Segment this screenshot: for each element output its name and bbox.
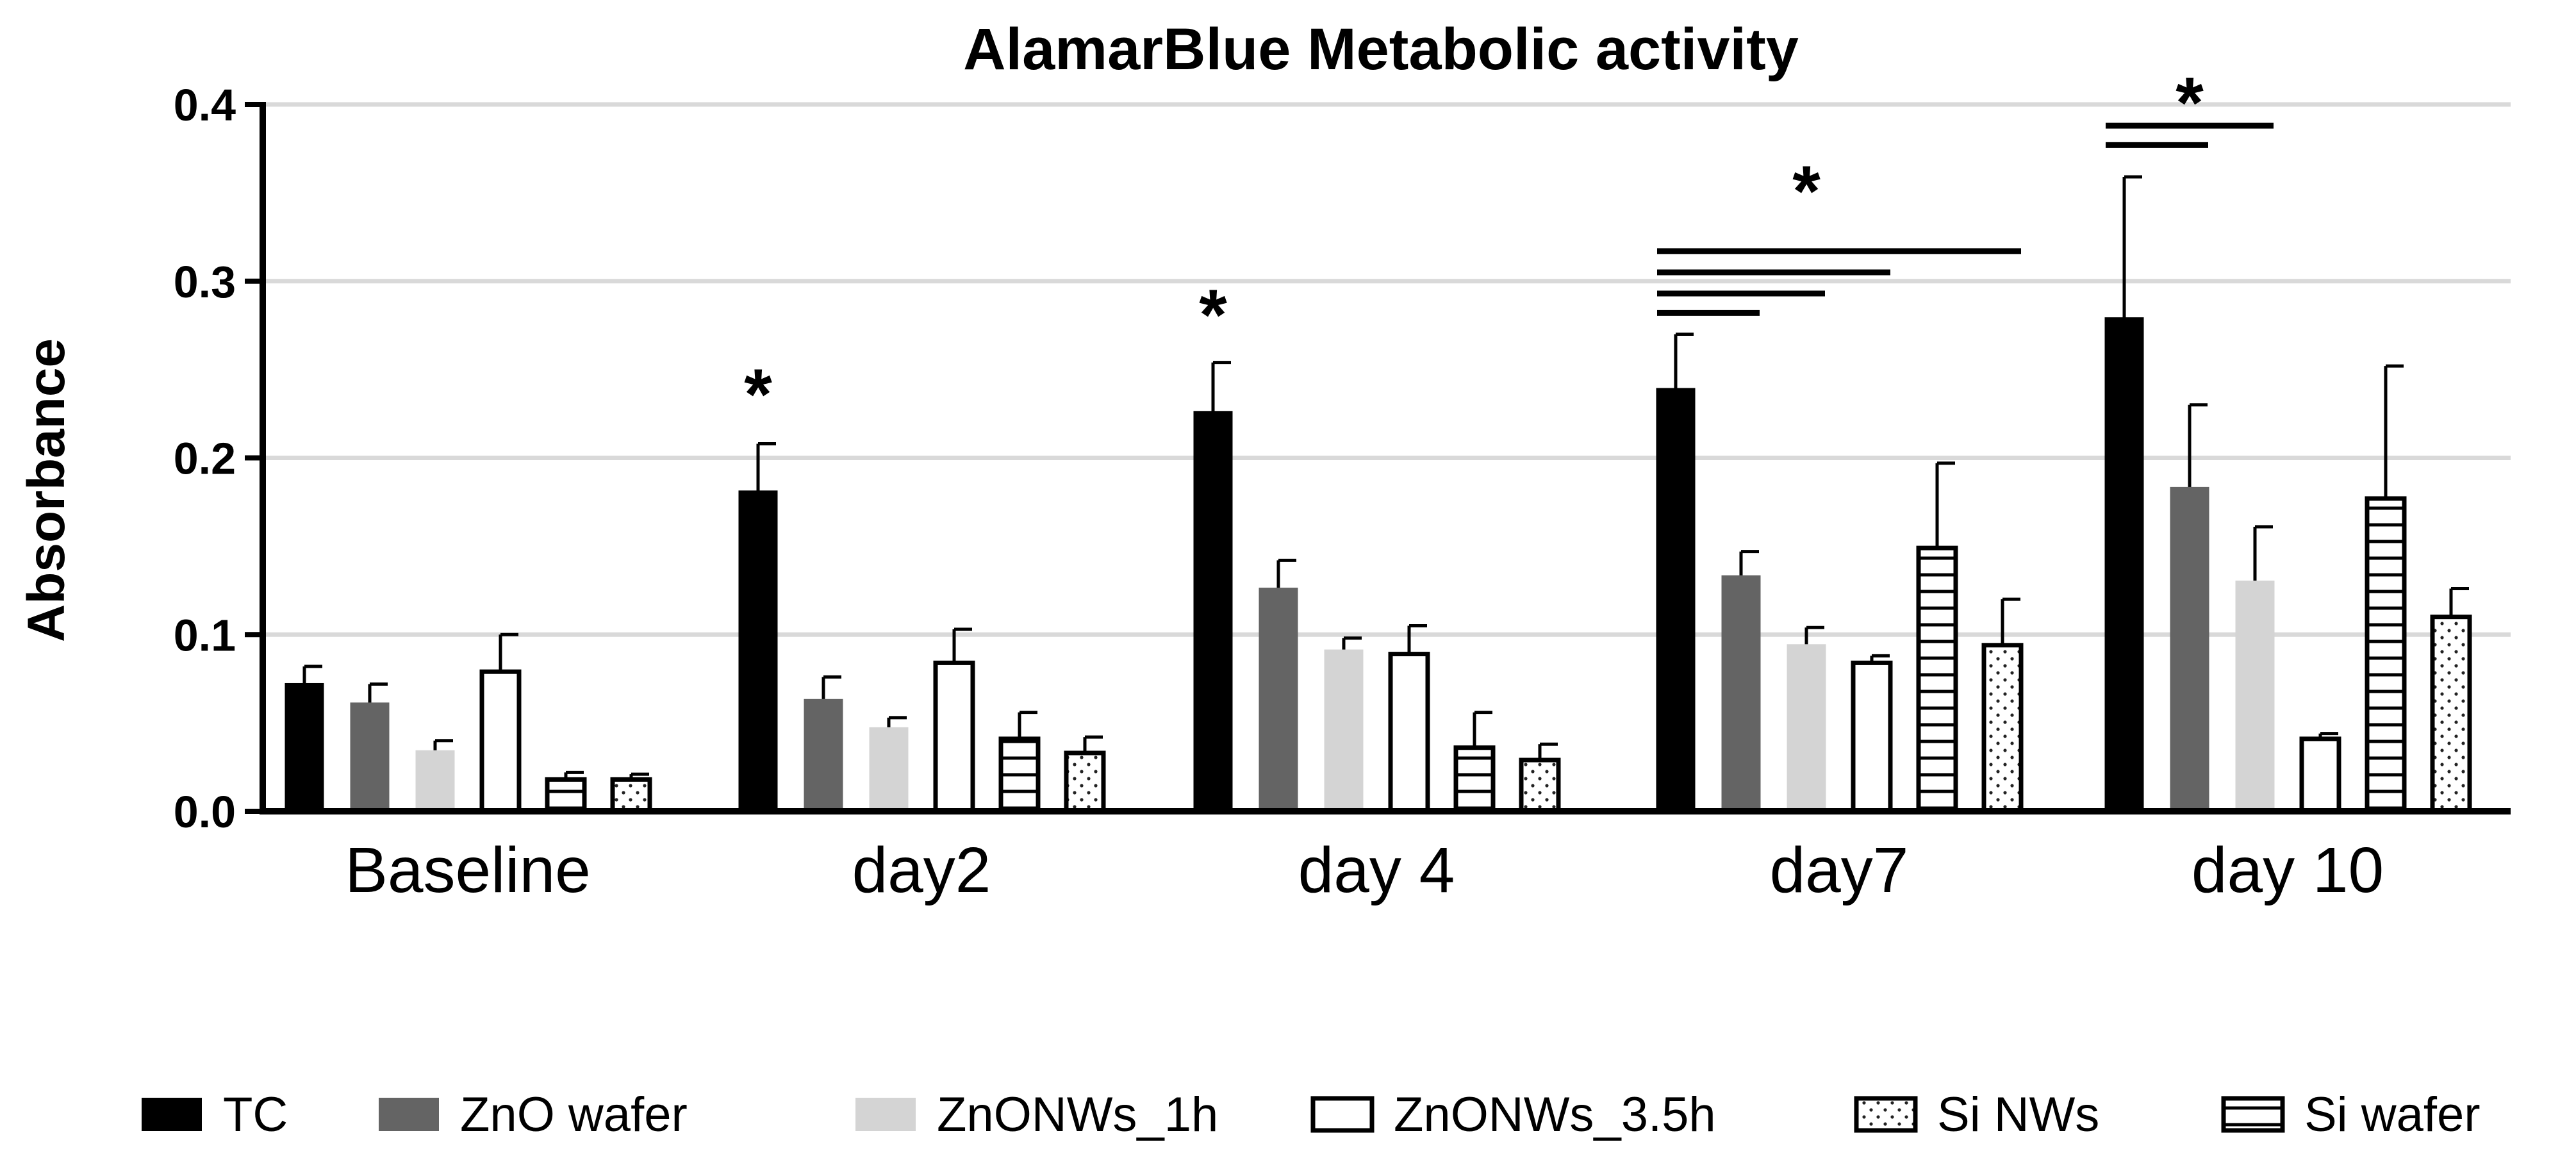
legend-swatch-si-nws [1854, 1096, 1918, 1133]
bar-tc-day-4 [1193, 411, 1233, 813]
bar-znonws-3-5h-day-10 [2299, 736, 2341, 814]
x-tick-label: day 4 [1298, 834, 1455, 906]
legend-swatch-znonws-3-5h [1310, 1096, 1375, 1133]
bar-znonws-1h-day-10 [2235, 581, 2275, 813]
legend-swatch-tc [142, 1098, 202, 1131]
bar-znonws-3-5h-day-4 [1388, 652, 1430, 814]
legend-label-si-nws: Si NWs [1937, 1087, 2099, 1142]
bar-zno-wafer-day-10 [2170, 486, 2209, 813]
annotations: * * * * [744, 63, 2274, 434]
legend-label-tc: TC [223, 1087, 288, 1142]
bar-znonws-1h-day-4 [1324, 649, 1364, 813]
bars [285, 175, 2472, 814]
legend-swatch-si-wafer [2221, 1096, 2285, 1133]
bar-znonws-1h-baseline [415, 750, 455, 813]
bar-znonws-3-5h-day7 [1851, 660, 1893, 814]
legend: TC ZnO wafer ZnONWs_1h ZnONWs_3.5h Si NWs Si … [142, 1087, 2481, 1142]
bar-si-nws-day7 [1981, 643, 2024, 814]
significance-asterisk: * [744, 354, 772, 434]
bar-si-wafer-baseline [545, 777, 587, 814]
bar-tc-day2 [738, 490, 778, 813]
x-tick-label: day7 [1770, 834, 1909, 906]
y-tick-label: 0.2 [174, 434, 236, 484]
bar-tc-baseline [285, 682, 324, 813]
legend-label-zno-wafer: ZnO wafer [460, 1087, 688, 1142]
significance-asterisk: * [1199, 275, 1227, 355]
bar-zno-wafer-day2 [804, 699, 843, 813]
legend-label-znonws-3-5h: ZnONWs_3.5h [1394, 1087, 1716, 1142]
legend-swatch-znonws-1h [855, 1098, 916, 1131]
bar-si-nws-day2 [1064, 750, 1106, 814]
bar-si-wafer-day7 [1916, 545, 1958, 814]
bar-zno-wafer-baseline [350, 702, 390, 813]
significance-asterisk: * [2176, 63, 2204, 143]
y-tick-label: 0.4 [174, 80, 236, 130]
bar-tc-day-10 [2104, 317, 2144, 813]
x-tick-label: day 10 [2192, 834, 2384, 906]
y-axis-label: Absorbance [17, 338, 76, 642]
legend-label-si-wafer: Si wafer [2304, 1087, 2481, 1142]
significance-asterisk: * [1792, 151, 1821, 231]
x-tick-label: day2 [852, 834, 991, 906]
legend-swatch-zno-wafer [379, 1098, 439, 1131]
bar-si-nws-day-10 [2430, 615, 2472, 814]
bar-si-wafer-day-10 [2365, 496, 2407, 814]
bar-si-wafer-day2 [998, 736, 1041, 814]
bar-si-nws-day-4 [1519, 757, 1561, 814]
bar-si-nws-baseline [610, 777, 652, 814]
bar-si-wafer-day-4 [1453, 745, 1496, 814]
y-tick-label: 0.3 [174, 257, 236, 307]
bar-zno-wafer-day7 [1721, 575, 1761, 813]
legend-label-znonws-1h: ZnONWs_1h [937, 1087, 1218, 1142]
x-tick-label: Baseline [345, 834, 591, 906]
bar-tc-day7 [1656, 388, 1696, 813]
bar-znonws-3-5h-day2 [933, 660, 975, 814]
bar-zno-wafer-day-4 [1259, 588, 1298, 813]
y-tick-label: 0.1 [174, 610, 236, 660]
bar-znonws-3-5h-baseline [479, 669, 522, 814]
bar-znonws-1h-day7 [1787, 644, 1826, 813]
chart-title: AlamarBlue Metabolic activity [963, 17, 1799, 82]
y-tick-label: 0.0 [174, 787, 236, 837]
axes: 0.0 0.1 0.2 0.3 0.4 Baseline day2 day 4 day7 day … [174, 80, 2511, 906]
bar-znonws-1h-day2 [869, 727, 909, 813]
